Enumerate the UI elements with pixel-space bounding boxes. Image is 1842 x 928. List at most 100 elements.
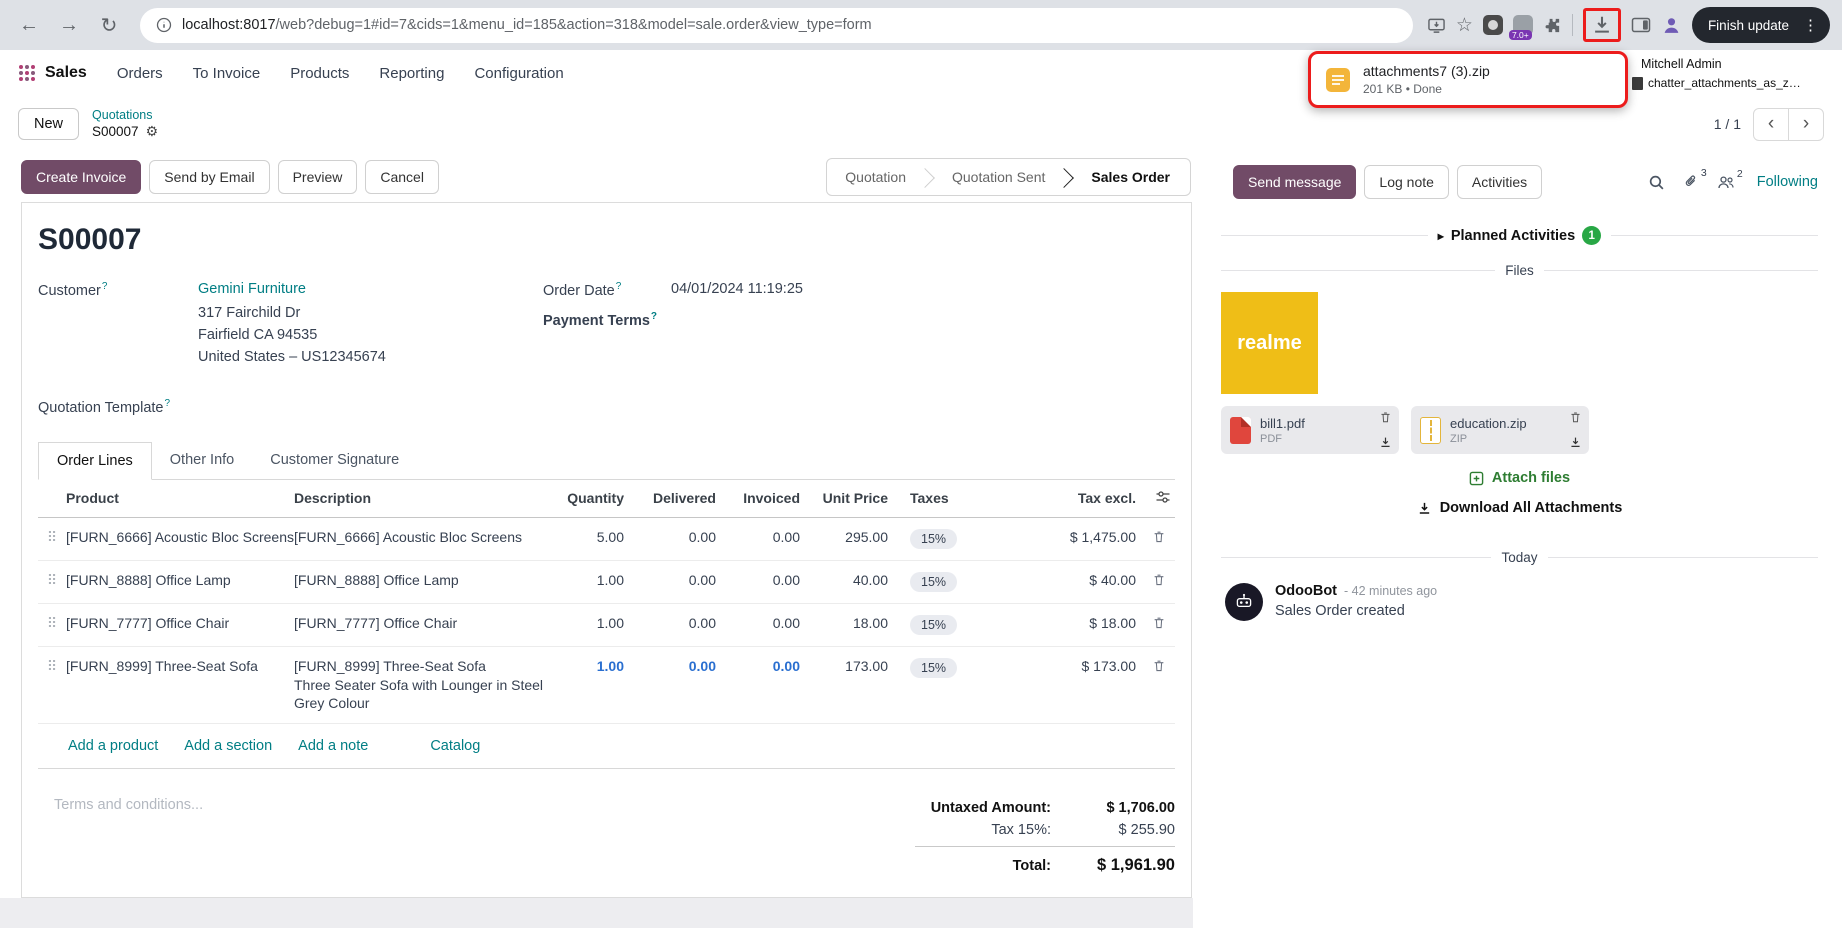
add-note-link[interactable]: Add a note: [298, 738, 368, 754]
delete-row-icon[interactable]: [1140, 572, 1177, 590]
side-panel-icon[interactable]: [1631, 17, 1651, 33]
tab-customer-signature[interactable]: Customer Signature: [252, 442, 417, 479]
kebab-menu-icon[interactable]: ⋮: [1799, 16, 1822, 34]
cell-taxes[interactable]: 15%: [892, 529, 1002, 549]
reload-icon[interactable]: ↻: [92, 8, 126, 42]
drag-handle-icon[interactable]: ⠿: [38, 615, 66, 632]
cell-taxes[interactable]: 15%: [892, 572, 1002, 592]
customer-link[interactable]: Gemini Furniture: [198, 281, 306, 299]
download-all-attachments-button[interactable]: Download All Attachments: [1221, 500, 1818, 516]
nav-products[interactable]: Products: [290, 65, 349, 82]
create-invoice-button[interactable]: Create Invoice: [21, 160, 141, 194]
new-button[interactable]: New: [18, 108, 79, 140]
downloads-icon[interactable]: [1591, 14, 1613, 36]
cell-quantity[interactable]: 1.00: [544, 572, 628, 588]
tax-pill[interactable]: 15%: [910, 529, 957, 549]
install-icon[interactable]: [1427, 17, 1446, 34]
cell-delivered[interactable]: 0.00: [628, 529, 720, 545]
attachment-card-pdf[interactable]: bill1.pdf PDF: [1221, 406, 1399, 454]
nav-orders[interactable]: Orders: [117, 65, 163, 82]
cell-unit-price[interactable]: 18.00: [804, 615, 892, 631]
finish-update-button[interactable]: Finish update ⋮: [1692, 7, 1830, 43]
send-message-button[interactable]: Send message: [1233, 165, 1356, 199]
nav-to-invoice[interactable]: To Invoice: [193, 65, 261, 82]
app-menu[interactable]: Sales: [18, 64, 87, 82]
cell-product[interactable]: [FURN_6666] Acoustic Bloc Screens: [66, 529, 294, 545]
followers-icon[interactable]: 2: [1717, 175, 1735, 190]
attachment-card-zip[interactable]: education.zip ZIP: [1411, 406, 1589, 454]
delete-row-icon[interactable]: [1140, 658, 1177, 676]
send-by-email-button[interactable]: Send by Email: [149, 160, 269, 194]
cell-delivered[interactable]: 0.00: [628, 658, 720, 674]
delete-row-icon[interactable]: [1140, 529, 1177, 547]
bookmark-star-icon[interactable]: ☆: [1456, 14, 1473, 37]
cell-description[interactable]: [FURN_7777] Office Chair: [294, 615, 544, 631]
activities-button[interactable]: Activities: [1457, 165, 1542, 199]
column-options-icon[interactable]: [1140, 489, 1177, 508]
back-icon[interactable]: ←: [12, 8, 46, 42]
preview-button[interactable]: Preview: [278, 160, 358, 194]
cell-description[interactable]: [FURN_8888] Office Lamp: [294, 572, 544, 588]
delete-row-icon[interactable]: [1140, 615, 1177, 633]
cell-quantity[interactable]: 1.00: [544, 658, 628, 674]
cell-invoiced[interactable]: 0.00: [720, 572, 804, 588]
profile-avatar-icon[interactable]: [1661, 15, 1682, 36]
drag-handle-icon[interactable]: ⠿: [38, 529, 66, 546]
log-note-button[interactable]: Log note: [1364, 165, 1449, 199]
pager-count[interactable]: 1 / 1: [1714, 116, 1741, 132]
image-attachment-realme[interactable]: realme: [1221, 292, 1318, 394]
cell-product[interactable]: [FURN_8888] Office Lamp: [66, 572, 294, 588]
search-messages-icon[interactable]: [1648, 174, 1665, 191]
delete-attachment-icon[interactable]: [1379, 411, 1392, 424]
cell-taxes[interactable]: 15%: [892, 615, 1002, 635]
attach-files-button[interactable]: Attach files: [1221, 470, 1818, 486]
cell-delivered[interactable]: 0.00: [628, 572, 720, 588]
download-popup[interactable]: attachments7 (3).zip 201 KB • Done: [1308, 51, 1628, 108]
cell-invoiced[interactable]: 0.00: [720, 615, 804, 631]
cell-unit-price[interactable]: 173.00: [804, 658, 892, 674]
page-info-icon[interactable]: [156, 17, 172, 33]
nav-configuration[interactable]: Configuration: [474, 65, 563, 82]
cell-taxes[interactable]: 15%: [892, 658, 1002, 678]
drag-handle-icon[interactable]: ⠿: [38, 572, 66, 589]
cell-invoiced[interactable]: 0.00: [720, 658, 804, 674]
stage-sales-order[interactable]: Sales Order: [1065, 159, 1190, 195]
pager-next-icon[interactable]: ›: [1788, 108, 1824, 141]
cell-delivered[interactable]: 0.00: [628, 615, 720, 631]
cancel-button[interactable]: Cancel: [365, 160, 439, 194]
address-bar[interactable]: localhost:8017/web?debug=1#id=7&cids=1&m…: [140, 8, 1413, 43]
cell-unit-price[interactable]: 295.00: [804, 529, 892, 545]
attachments-paperclip-icon[interactable]: 3: [1683, 174, 1699, 190]
breadcrumb-quotations[interactable]: Quotations: [92, 108, 158, 122]
pager-previous-icon[interactable]: ‹: [1753, 108, 1789, 141]
tab-other-info[interactable]: Other Info: [152, 442, 252, 479]
message-author[interactable]: OdooBot: [1275, 583, 1337, 599]
delete-attachment-icon[interactable]: [1569, 411, 1582, 424]
order-date-field[interactable]: 04/01/2024 11:19:25: [671, 281, 803, 299]
action-gear-icon[interactable]: ⚙: [146, 123, 159, 140]
drag-handle-icon[interactable]: ⠿: [38, 658, 66, 675]
following-toggle[interactable]: Following: [1757, 174, 1818, 190]
stage-quotation[interactable]: Quotation: [827, 159, 926, 195]
planned-activities-toggle[interactable]: ▸ Planned Activities 1: [1438, 226, 1601, 245]
cell-description[interactable]: [FURN_6666] Acoustic Bloc Screens: [294, 529, 544, 545]
forward-icon[interactable]: →: [52, 8, 86, 42]
tax-pill[interactable]: 15%: [910, 615, 957, 635]
payment-terms-field[interactable]: [671, 311, 1175, 329]
download-attachment-icon[interactable]: [1379, 436, 1392, 449]
extension-wappalyzer-icon[interactable]: 7.0+: [1513, 15, 1533, 35]
cell-quantity[interactable]: 1.00: [544, 615, 628, 631]
cell-description[interactable]: [FURN_8999] Three-Seat Sofa Three Seater…: [294, 658, 544, 712]
download-attachment-icon[interactable]: [1569, 436, 1582, 449]
stage-quotation-sent[interactable]: Quotation Sent: [926, 159, 1065, 195]
quotation-template-field[interactable]: [198, 398, 543, 416]
terms-input[interactable]: Terms and conditions...: [54, 797, 203, 878]
nav-reporting[interactable]: Reporting: [379, 65, 444, 82]
extension-monkey-icon[interactable]: [1483, 15, 1503, 35]
cell-quantity[interactable]: 5.00: [544, 529, 628, 545]
cell-product[interactable]: [FURN_8999] Three-Seat Sofa: [66, 658, 294, 674]
tax-pill[interactable]: 15%: [910, 572, 957, 592]
add-product-link[interactable]: Add a product: [68, 738, 158, 754]
extensions-puzzle-icon[interactable]: [1543, 16, 1562, 35]
tab-order-lines[interactable]: Order Lines: [38, 442, 152, 480]
